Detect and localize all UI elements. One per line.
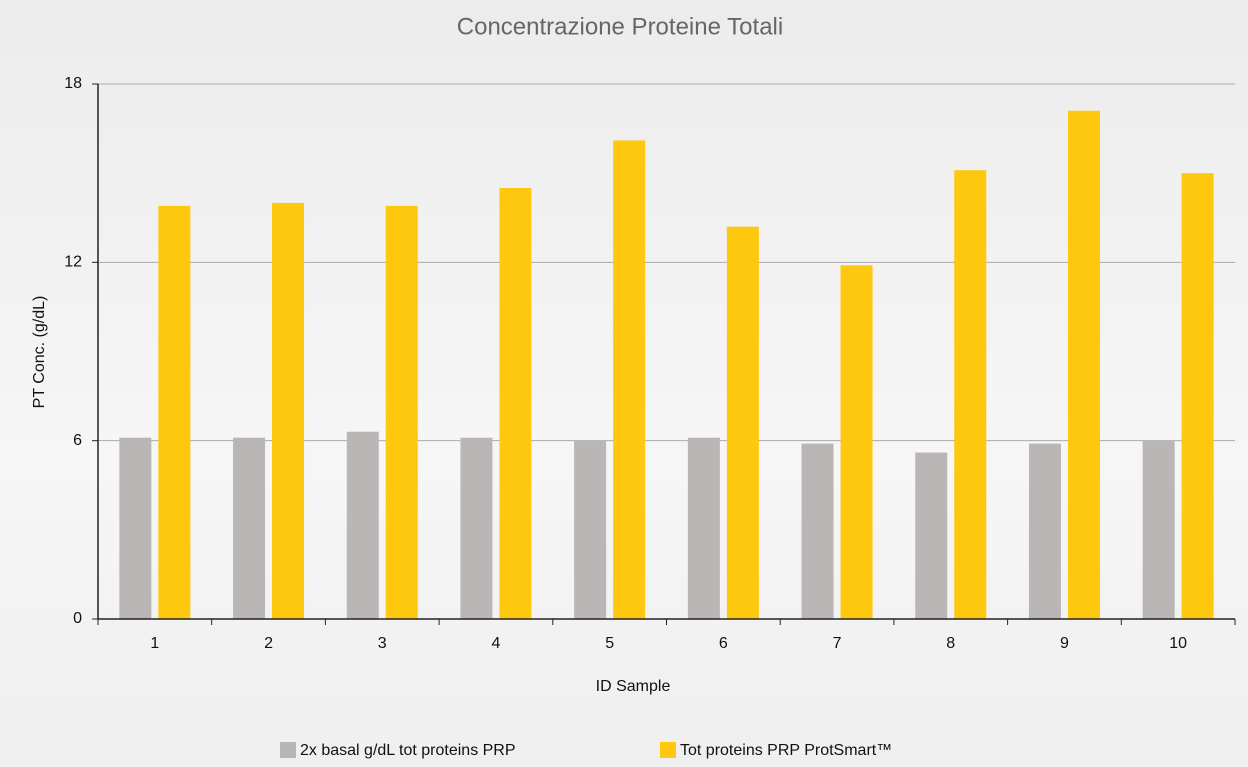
legend-label: 2x basal g/dL tot proteins PRP [300,742,516,759]
bar [1143,441,1175,619]
bar [158,206,190,619]
legend-swatch [280,742,296,758]
bar [915,453,947,619]
bar [688,438,720,619]
x-tick-label: 3 [378,635,387,652]
x-tick-label: 6 [719,635,728,652]
chart-title: Concentrazione Proteine Totali [457,13,783,40]
x-tick-label: 1 [150,635,159,652]
y-tick-label: 12 [64,254,82,271]
y-tick-label: 0 [73,610,82,627]
legend-swatch [660,742,676,758]
legend-label: Tot proteins PRP ProtSmart™ [680,742,892,759]
page: {"chart_data": {"type": "bar", "title": … [0,0,1248,767]
x-tick-label: 7 [833,635,842,652]
bar [347,432,379,619]
x-tick-label: 9 [1060,635,1069,652]
x-tick-label: 2 [264,635,273,652]
bar [1068,111,1100,619]
bar [386,206,418,619]
bar [1029,444,1061,619]
y-axis-label: PT Conc. (g/dL) [31,296,48,409]
bar [802,444,834,619]
x-tick-label: 8 [946,635,955,652]
bar [954,170,986,619]
bar [1182,173,1214,619]
bar [272,203,304,619]
bar [460,438,492,619]
bar [119,438,151,619]
bar [841,265,873,619]
x-axis-label: ID Sample [596,678,671,695]
x-tick-label: 5 [605,635,614,652]
x-tick-label: 10 [1169,635,1187,652]
chart: Concentrazione Proteine Totali ID Sample… [0,0,1248,767]
bar [727,227,759,619]
y-tick-label: 18 [64,75,82,92]
bar [233,438,265,619]
bar [499,188,531,619]
x-tick-label: 4 [491,635,500,652]
y-tick-label: 6 [73,432,82,449]
bar [613,140,645,619]
bar [574,441,606,619]
